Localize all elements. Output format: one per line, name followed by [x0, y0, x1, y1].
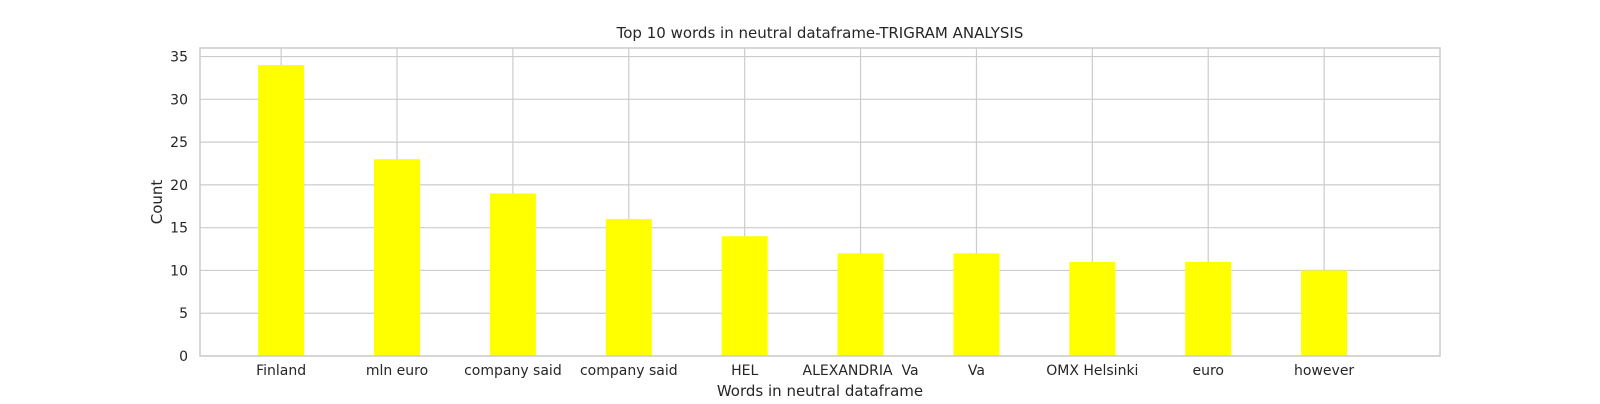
bar [837, 253, 884, 356]
bar [605, 219, 652, 356]
y-tick-label: 30 [170, 92, 188, 108]
x-tick-label: Finland [256, 363, 306, 379]
y-tick-labels: 0 5 10 15 20 25 30 35 [170, 50, 188, 365]
bars [258, 65, 1348, 356]
x-tick-label: Va [968, 363, 985, 379]
y-tick-label: 35 [170, 50, 188, 66]
x-tick-label: company said [464, 363, 562, 379]
bar [953, 253, 1000, 356]
x-tick-labels: Finland mln euro company said company said H… [256, 363, 1354, 379]
y-tick-label: 10 [170, 263, 188, 279]
chart-title: Top 10 words in neutral dataframe-TRIGRA… [616, 24, 1024, 42]
y-tick-label: 5 [179, 306, 188, 322]
bar [1185, 261, 1232, 356]
x-axis-label: Words in neutral dataframe [717, 382, 923, 400]
x-tick-label: OMX Helsinki [1046, 363, 1138, 379]
y-tick-label: 20 [170, 178, 188, 194]
bar [1069, 261, 1116, 356]
y-axis-label: Count [148, 180, 166, 225]
x-tick-label: ALEXANDRIA Va [803, 363, 919, 379]
bar [374, 159, 421, 356]
y-tick-label: 15 [170, 221, 188, 237]
plot-frame [199, 47, 1441, 357]
x-tick-label: however [1294, 363, 1354, 379]
y-tick-label: 25 [170, 135, 188, 151]
x-tick-label: mln euro [366, 363, 428, 379]
bar [258, 65, 305, 356]
bar [1301, 270, 1348, 356]
x-tick-label: company said [580, 363, 678, 379]
bar [721, 236, 768, 356]
x-tick-label: HEL [731, 363, 758, 379]
x-tick-label: euro [1192, 363, 1224, 379]
y-tick-label: 0 [179, 349, 188, 365]
bar [489, 193, 536, 356]
